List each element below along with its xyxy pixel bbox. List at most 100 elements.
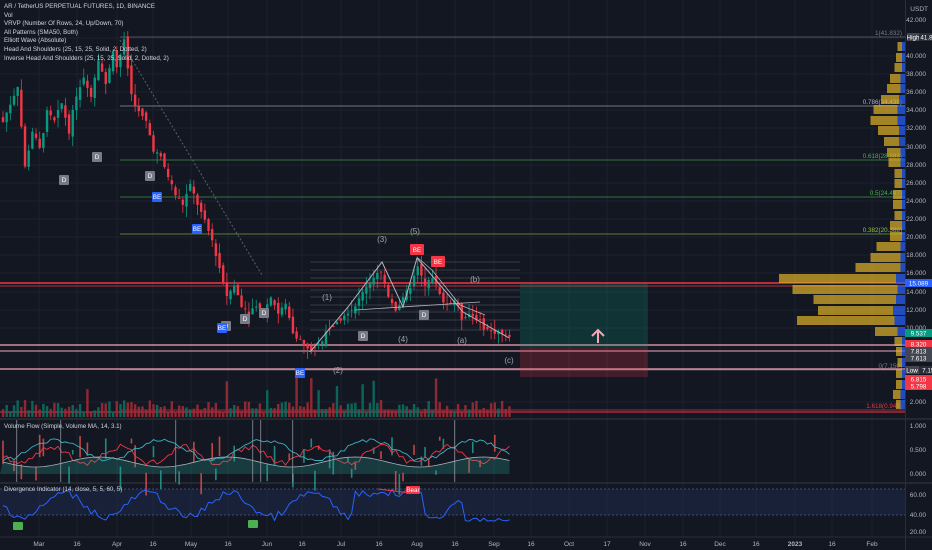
symbol-title[interactable]: AR / TetherUS PERPETUAL FUTURES, 1D, BIN… — [4, 3, 155, 10]
vrvp-down-bar — [893, 190, 902, 199]
price-tag-box — [905, 366, 919, 374]
time-tick: Aug — [411, 541, 423, 548]
vrvp-down-bar — [887, 148, 901, 157]
vrvp-up-bar — [902, 53, 905, 62]
vrvp-up-bar — [899, 95, 905, 104]
volume-bar — [420, 411, 423, 417]
price-tag: 8.320 — [905, 340, 932, 348]
pattern-marker-text: BE — [153, 194, 161, 201]
price-tag-box — [905, 375, 932, 383]
indicator-vrvp[interactable]: VRVP (Number Of Rows, 24, Up/Down, 70) — [4, 20, 124, 28]
time-tick: 16 — [828, 541, 836, 548]
candle-body — [177, 198, 181, 199]
price-tag: 15.089 — [905, 279, 932, 287]
volume-bar — [174, 411, 177, 417]
volume-flow-bar — [332, 451, 335, 475]
volume-bar — [365, 411, 368, 417]
volume-flow-bar — [493, 434, 496, 452]
price-tag-box — [905, 340, 932, 348]
volume-bar — [394, 410, 397, 417]
volume-bar — [9, 411, 12, 417]
volume-flow-bar — [211, 443, 213, 461]
vrvp-up-bar — [899, 137, 905, 146]
volume-bar — [321, 409, 324, 417]
volume-flow-spike — [292, 420, 294, 482]
vrvp-down-bar — [896, 380, 902, 389]
price-pane[interactable] — [0, 0, 905, 418]
volume-bar — [456, 404, 460, 417]
volume-bar — [273, 408, 276, 417]
vrvp-up-bar — [900, 84, 905, 93]
volume-bar — [111, 411, 115, 417]
vrvp-down-bar — [884, 137, 899, 146]
vrvp-down-bar — [896, 347, 902, 356]
candle-body — [310, 345, 313, 351]
candle-body — [346, 313, 350, 316]
price-tag-box — [905, 354, 932, 362]
vrvp-up-bar — [900, 253, 905, 262]
candle-body — [251, 308, 254, 315]
volume-flow-bar — [20, 464, 23, 480]
candle-body — [20, 89, 23, 127]
volume-bar — [288, 402, 291, 417]
vrvp-down-bar — [890, 221, 902, 230]
volume-flow-bar — [86, 442, 89, 456]
candle-body — [115, 50, 118, 68]
volume-flow-bar — [266, 464, 269, 482]
divergence-tick: 40.00 — [910, 512, 927, 519]
candle-body — [291, 316, 295, 334]
candle-body — [475, 314, 478, 321]
price-tag-text: 7.813 — [911, 348, 927, 355]
volume-bar — [67, 406, 71, 417]
volume-bar — [354, 402, 357, 417]
volume-flow-bar — [71, 449, 74, 455]
volume-flow-spike — [175, 420, 177, 482]
vrvp-down-bar — [878, 126, 899, 135]
indicator-all-patterns[interactable]: All Patterns (SMA50, Both) — [4, 28, 78, 36]
candle-body — [38, 138, 41, 148]
volume-bar — [398, 404, 401, 417]
volume-bar — [159, 406, 163, 417]
price-tag: Low — [905, 366, 919, 374]
candle-body — [416, 266, 419, 276]
divergence-label[interactable]: Divergence Indicator (14, close, 5, 5, 6… — [4, 486, 123, 493]
volume-flow-bar — [130, 438, 133, 444]
volume-bar — [75, 408, 78, 417]
volume-bar — [335, 386, 339, 417]
vrvp-down-bar — [897, 42, 902, 51]
volume-flow-label[interactable]: Volume Flow (Simple, Volume MA, 14, 3.1) — [4, 423, 122, 430]
indicator-vol[interactable]: Vol — [4, 11, 13, 19]
candle-body — [288, 306, 291, 318]
candle-body — [100, 63, 104, 72]
price-tick: 24.000 — [906, 198, 926, 205]
volume-flow-bar — [420, 456, 423, 466]
price-tag: 41.832 — [919, 33, 932, 41]
volume-flow-bar — [435, 470, 437, 475]
position-target-zone[interactable] — [520, 284, 648, 348]
indicator-elliott-wave[interactable]: Elliott Wave (Absolute) — [4, 37, 67, 45]
volume-bar — [357, 409, 361, 417]
vrvp-down-bar — [818, 306, 893, 315]
indicator-head-shoulders[interactable]: Head And Shoulders (25, 15, 25, Solid, 2… — [4, 45, 147, 53]
volume-bar — [449, 410, 452, 417]
vrvp-up-bar — [896, 295, 905, 304]
indicator-inverse-head-shoulders[interactable]: Inverse Head And Shoulders (25, 15, 25, … — [4, 54, 169, 62]
neckline — [354, 301, 481, 311]
price-tag-box — [907, 33, 919, 41]
candle-body — [335, 321, 339, 325]
vrvp-down-bar — [896, 369, 902, 378]
candle-body — [97, 60, 100, 81]
vrvp-up-bar — [899, 126, 905, 135]
vrvp-up-bar — [902, 169, 905, 178]
vrvp-up-bar — [902, 179, 905, 188]
candle-body — [141, 108, 144, 116]
candle-body — [478, 319, 482, 320]
pattern-marker-box — [59, 175, 69, 185]
head-shoulders-path — [417, 257, 486, 316]
volume-flow-pane[interactable] — [0, 420, 905, 482]
volume-flow-bar — [471, 441, 474, 454]
position-stop-zone[interactable] — [520, 348, 648, 377]
volume-flow-spike — [260, 420, 262, 482]
vrvp-down-bar — [870, 116, 898, 125]
